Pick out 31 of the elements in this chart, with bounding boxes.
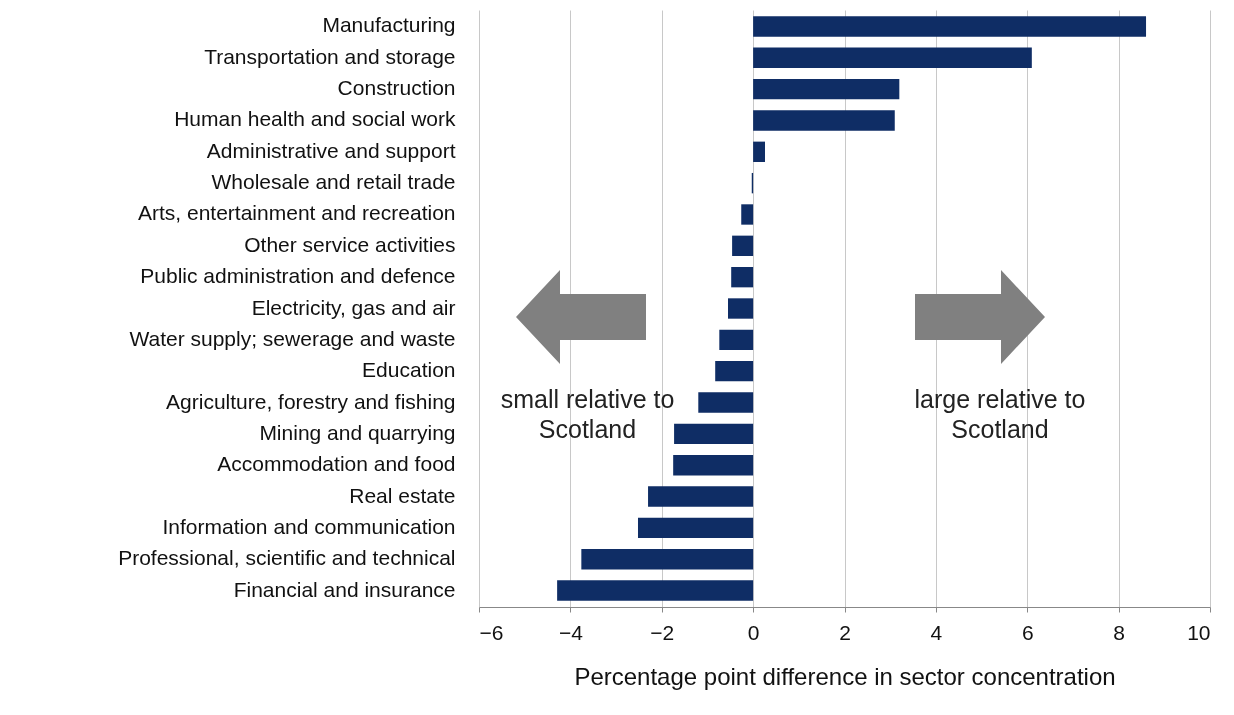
x-tick-label: −6: [479, 620, 504, 644]
y-tick-label: Manufacturing: [322, 13, 456, 37]
x-tick-label: −4: [558, 620, 584, 644]
y-tick-label: Administrative and support: [206, 138, 456, 162]
x-tick-label: 10: [1187, 620, 1211, 644]
y-tick-label: Real estate: [349, 483, 456, 507]
y-tick-label: Public administration and defence: [140, 264, 456, 288]
x-tick-label: 4: [930, 620, 943, 644]
y-tick-label: Arts, entertainment and recreation: [137, 201, 456, 225]
y-tick-label: Other service activities: [244, 232, 456, 256]
annotation: large relative to Scotland: [913, 384, 1087, 444]
y-tick-label: Construction: [337, 76, 456, 100]
y-tick-label: Agriculture, forestry and fishing: [166, 389, 456, 413]
y-tick-label: Information and communication: [162, 514, 456, 538]
x-axis-title: Percentage point difference in sector concentration: [574, 662, 1116, 690]
y-tick-label: Water supply; sewerage and waste: [129, 326, 456, 350]
x-tick-label: −2: [650, 620, 675, 644]
y-tick-label: Mining and quarrying: [259, 420, 456, 444]
y-tick-label: Wholesale and retail trade: [211, 170, 456, 194]
y-tick-label: Human health and social work: [174, 107, 456, 131]
y-tick-label: Electricity, gas and air: [251, 295, 456, 319]
y-tick-label: Accommodation and food: [217, 452, 456, 476]
annotation: small relative to Scotland: [499, 384, 676, 444]
y-tick-label: Financial and insurance: [233, 577, 456, 601]
x-tick-label: 0: [747, 620, 760, 644]
x-tick-label: 6: [1021, 620, 1034, 644]
y-tick-label: Transportation and storage: [204, 44, 456, 68]
x-tick-label: 2: [839, 620, 851, 644]
x-tick-label: 8: [1113, 620, 1125, 644]
y-tick-label: Education: [362, 358, 456, 382]
y-tick-label: Professional, scientific and technical: [118, 546, 456, 570]
